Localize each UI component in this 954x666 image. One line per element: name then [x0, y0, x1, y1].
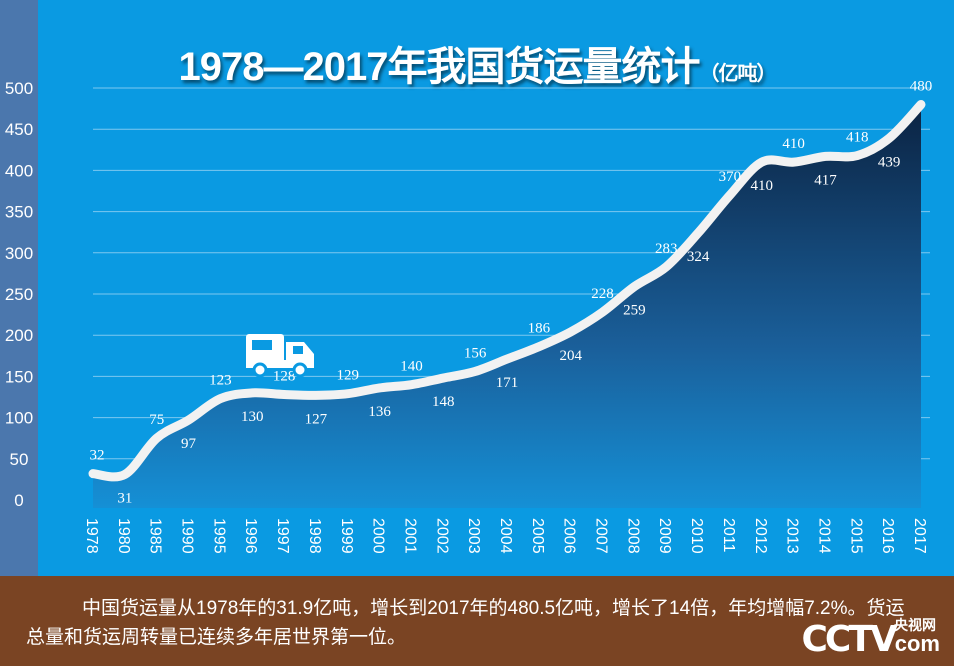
y-axis-band: [0, 0, 38, 576]
data-label: 480: [910, 78, 933, 94]
x-tick-label: 2011: [720, 518, 737, 553]
data-label: 439: [878, 154, 901, 170]
cctv-logo: CCTVcom 央视网: [801, 617, 940, 660]
data-label: 148: [432, 394, 455, 410]
x-tick-label: 1999: [338, 518, 355, 554]
x-tick-label: 2014: [815, 518, 832, 554]
y-tick-label: 100: [5, 409, 33, 428]
data-label: 97: [181, 436, 197, 452]
x-tick-label: 2017: [911, 518, 928, 554]
data-label: 186: [528, 321, 551, 337]
data-label: 417: [814, 172, 837, 188]
data-label: 129: [337, 368, 360, 384]
x-tick-label: 1997: [274, 518, 291, 554]
data-label: 418: [846, 130, 869, 146]
x-tick-label: 2015: [847, 518, 864, 554]
data-label: 128: [273, 369, 296, 385]
truck-icon: [246, 334, 314, 378]
series-line: [88, 99, 926, 482]
x-tick-label: 2006: [561, 518, 578, 554]
y-tick-label: 0: [14, 491, 23, 510]
x-tick-label: 1980: [115, 518, 132, 554]
data-label: 136: [368, 404, 391, 420]
data-label: 370: [719, 169, 742, 185]
data-label: 75: [149, 412, 164, 428]
data-label: 171: [496, 375, 519, 391]
data-label: 127: [305, 411, 328, 427]
logo-brand: CCTV: [801, 619, 897, 660]
x-tick-label: 2016: [879, 518, 896, 554]
data-label: 130: [241, 409, 264, 425]
x-tick-label: 2000: [370, 518, 387, 554]
y-tick-label: 350: [5, 203, 33, 222]
x-tick-label: 2007: [593, 518, 610, 554]
chart: 0 50 100 150 200 250 300 350 400 450 500 32 31 75 97 1…: [5, 78, 933, 554]
y-tick-label: 450: [5, 120, 33, 139]
data-label: 283: [655, 241, 678, 257]
y-tick-label: 250: [5, 285, 33, 304]
x-tick-label: 2005: [529, 518, 546, 554]
x-tick-label: 2008: [624, 518, 641, 554]
data-label: 228: [591, 286, 614, 302]
y-tick-label: 400: [5, 161, 33, 180]
y-tick-label: 200: [5, 326, 33, 345]
data-label: 32: [90, 448, 105, 464]
x-tick-label: 1995: [210, 518, 227, 554]
chart-title: 1978—2017年我国货运量统计（亿吨）: [0, 34, 954, 92]
x-tick-label: 2009: [656, 518, 673, 554]
footer: 中国货运量从1978年的31.9亿吨，增长到2017年的480.5亿吨，增长了1…: [0, 576, 954, 666]
logo-suffix: com: [894, 631, 940, 656]
data-label: 410: [782, 136, 805, 152]
y-tick-label: 300: [5, 244, 33, 263]
x-tick-label: 2004: [497, 518, 514, 554]
x-tick-label: 2010: [688, 518, 705, 554]
x-tick-label: 1985: [147, 518, 164, 554]
x-tick-label: 1990: [179, 518, 196, 554]
footer-text: 中国货运量从1978年的31.9亿吨，增长到2017年的480.5亿吨，增长了1…: [26, 598, 905, 648]
title-main: 1978—2017年我国货运量统计: [178, 45, 701, 89]
x-tick-label: 2012: [752, 518, 769, 554]
title-unit: （亿吨）: [699, 63, 776, 85]
x-tick-label: 2001: [401, 518, 418, 554]
y-tick-label: 50: [10, 450, 29, 469]
data-label: 123: [209, 373, 232, 389]
data-label: 259: [623, 303, 646, 319]
data-label: 31: [117, 490, 132, 506]
data-label: 140: [400, 359, 423, 375]
data-label: 410: [751, 178, 774, 194]
y-tick-label: 150: [5, 367, 33, 386]
data-label: 324: [687, 249, 710, 265]
data-label: 204: [559, 348, 582, 364]
data-label: 156: [464, 345, 487, 361]
y-tick-label: 500: [5, 79, 33, 98]
x-tick-label: 1996: [242, 518, 259, 554]
x-tick-label: 2002: [433, 518, 450, 554]
x-tick-label: 1998: [306, 518, 323, 554]
x-tick-label: 1978: [83, 518, 100, 554]
x-tick-label: 2013: [784, 518, 801, 554]
area-fill: [93, 104, 921, 508]
logo-cn: 央视网: [894, 617, 936, 633]
x-tick-label: 2003: [465, 518, 482, 554]
